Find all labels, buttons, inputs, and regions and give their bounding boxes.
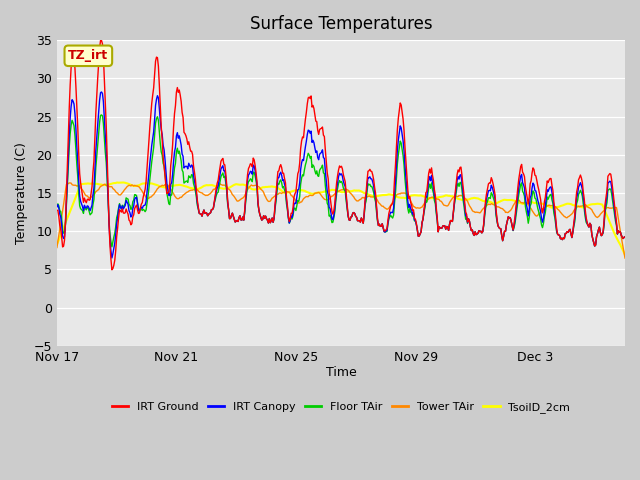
Title: Surface Temperatures: Surface Temperatures bbox=[250, 15, 432, 33]
Legend: IRT Ground, IRT Canopy, Floor TAir, Tower TAir, TsoilD_2cm: IRT Ground, IRT Canopy, Floor TAir, Towe… bbox=[107, 397, 575, 417]
Text: TZ_irt: TZ_irt bbox=[68, 49, 108, 62]
Y-axis label: Temperature (C): Temperature (C) bbox=[15, 142, 28, 244]
X-axis label: Time: Time bbox=[326, 366, 356, 380]
